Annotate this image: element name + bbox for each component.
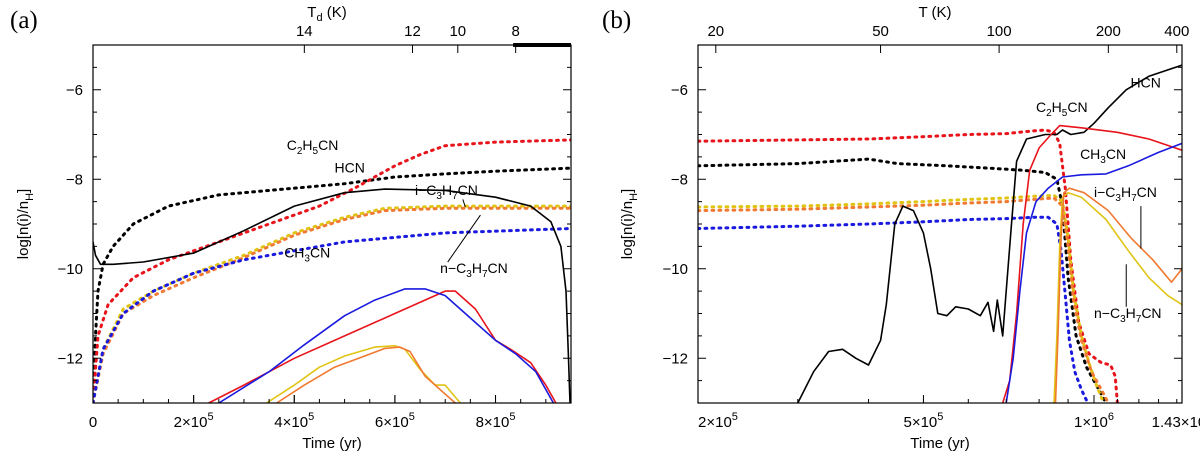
- series-group: [93, 138, 571, 403]
- x-tick-label: 2×105: [698, 411, 738, 431]
- series-label-ch3cn: CH3CN: [284, 245, 330, 265]
- series-n-c3h7cn-solid: [275, 346, 457, 403]
- series-c2h5cn-dotted: [698, 128, 1119, 403]
- top-axis-thick-bar: [513, 43, 571, 47]
- series-label-c2h5cn: C2H5CN: [1036, 99, 1088, 119]
- series-hcn-solid: [93, 188, 571, 403]
- series-ch3cn-dotted: [93, 227, 571, 403]
- series-n-c3h7cn-dotted: [698, 196, 1110, 403]
- series-n-c3h7cn-solid: [1054, 187, 1182, 403]
- top-axis-label: Td (K): [307, 4, 346, 24]
- leader-i-c3h7cn: [462, 199, 466, 208]
- x-tick-label: 6×105: [375, 411, 415, 431]
- y-tick-label: −10: [58, 261, 83, 278]
- series-i-c3h7cn-solid: [265, 344, 462, 403]
- top-tick-label: 14: [296, 23, 313, 40]
- panel-a-label: (a): [10, 7, 38, 34]
- series-ch3cn-dotted: [698, 215, 1090, 403]
- y-tick-label: −8: [66, 171, 83, 188]
- series-i-c3h7cn-dotted: [698, 193, 1106, 403]
- x-tick-label: 0: [89, 414, 97, 431]
- y-tick-label: −6: [66, 82, 83, 99]
- series-label-i-c3h7cn: i−C3H7CN: [415, 182, 478, 202]
- top-tick-label: 400: [1164, 23, 1189, 40]
- top-tick-label: 200: [1096, 23, 1121, 40]
- panel-b: −6 −8 −10 −12 2×105 5×105 1×106 1.43×106 Time (y…: [619, 4, 1200, 452]
- panel-a: −6 −8 −10 −12 0 2×105 4×105 6×105 8×105 Time (yr)…: [15, 4, 572, 452]
- x-tick-label: 4×105: [274, 411, 314, 431]
- series-c2h5cn-dotted: [93, 138, 571, 403]
- series-label-hcn: HCN: [335, 160, 365, 176]
- y-axis-label: log[n(i)/nH]: [15, 189, 36, 259]
- top-tick-label: 100: [987, 23, 1012, 40]
- top-tick-label: 8: [511, 23, 519, 40]
- series-label-i-c3h7cn: i−C3H7CN: [1094, 184, 1157, 204]
- x-tick-label: 1×106: [1074, 411, 1114, 431]
- y-tick-label: −10: [663, 261, 688, 278]
- top-tick-label: 50: [872, 23, 889, 40]
- series-ch3cn-solid: [1005, 142, 1182, 403]
- series-n-c3h7cn-dotted: [93, 206, 571, 403]
- series-group: [698, 64, 1182, 403]
- y-tick-label: −6: [671, 82, 688, 99]
- panel-b-label: (b): [602, 7, 631, 34]
- top-tick-label: 10: [449, 23, 466, 40]
- series-label-n-c3h7cn: n−C3H7CN: [1094, 305, 1162, 325]
- series-hcn-dotted: [93, 166, 571, 403]
- y-tick-label: −12: [663, 350, 688, 367]
- x-tick-label: 5×105: [903, 411, 943, 431]
- series-i-c3h7cn-solid: [1053, 191, 1182, 403]
- x-axis-label: Time (yr): [302, 435, 361, 452]
- leader-n-c3h7cn: [447, 214, 481, 263]
- series-label-ch3cn: CH3CN: [1080, 146, 1126, 166]
- series-label-n-c3h7cn: n−C3H7CN: [440, 260, 508, 280]
- series-c2h5cn-solid: [207, 290, 557, 403]
- series-ch3cn-solid: [218, 288, 555, 403]
- y-axis-label: log[n(i)/nH]: [619, 189, 640, 259]
- x-tick-label: 1.43×106: [1152, 411, 1200, 431]
- y-tick-label: −12: [58, 350, 83, 367]
- x-tick-label: 2×105: [174, 411, 214, 431]
- x-tick-label: 8×105: [476, 411, 516, 431]
- top-axis-label: T (K): [918, 4, 951, 21]
- top-tick-label: 12: [404, 23, 421, 40]
- series-hcn-dotted: [698, 157, 1108, 403]
- x-axis-label: Time (yr): [910, 435, 969, 452]
- top-tick-label: 20: [707, 23, 724, 40]
- series-hcn-solid: [797, 64, 1182, 403]
- series-i-c3h7cn-dotted: [93, 204, 571, 403]
- y-tick-label: −8: [671, 171, 688, 188]
- series-label-c2h5cn: C2H5CN: [287, 137, 339, 157]
- series-c2h5cn-solid: [1001, 124, 1182, 403]
- series-label-hcn: HCN: [1131, 75, 1161, 91]
